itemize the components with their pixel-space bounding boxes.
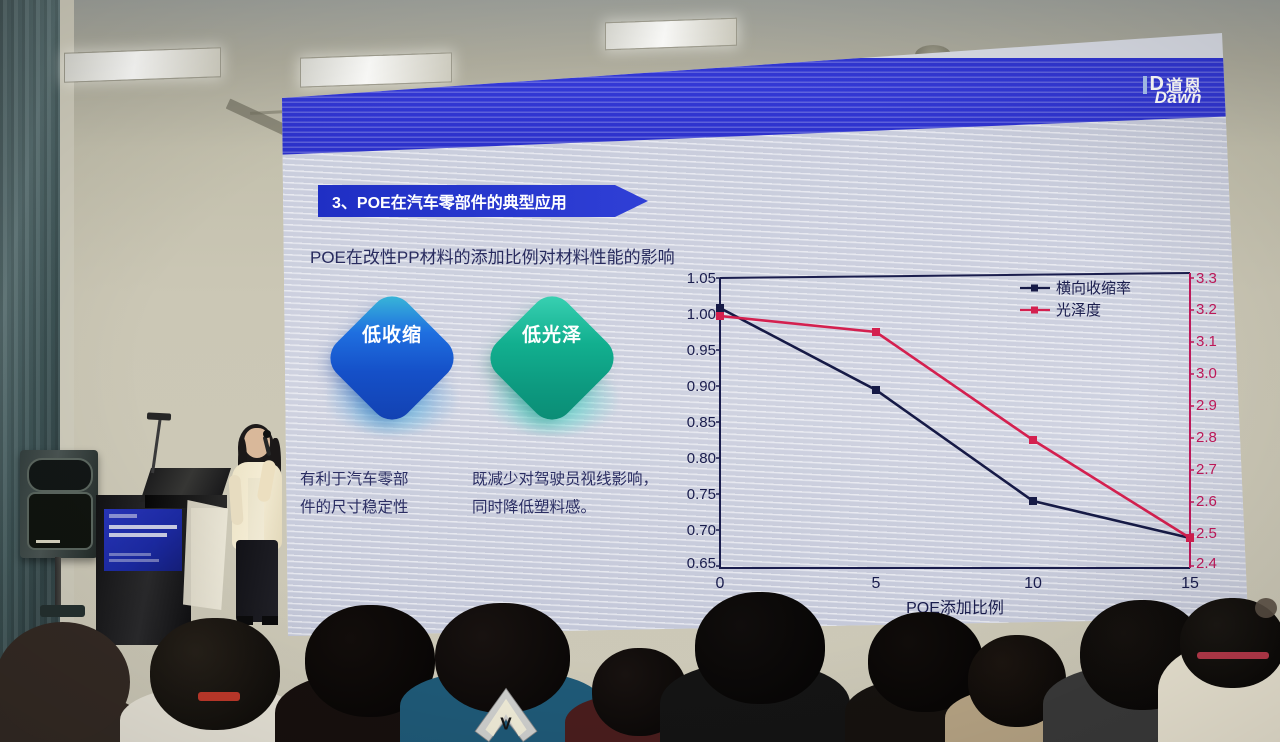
svg-text:V: V [500, 714, 512, 734]
